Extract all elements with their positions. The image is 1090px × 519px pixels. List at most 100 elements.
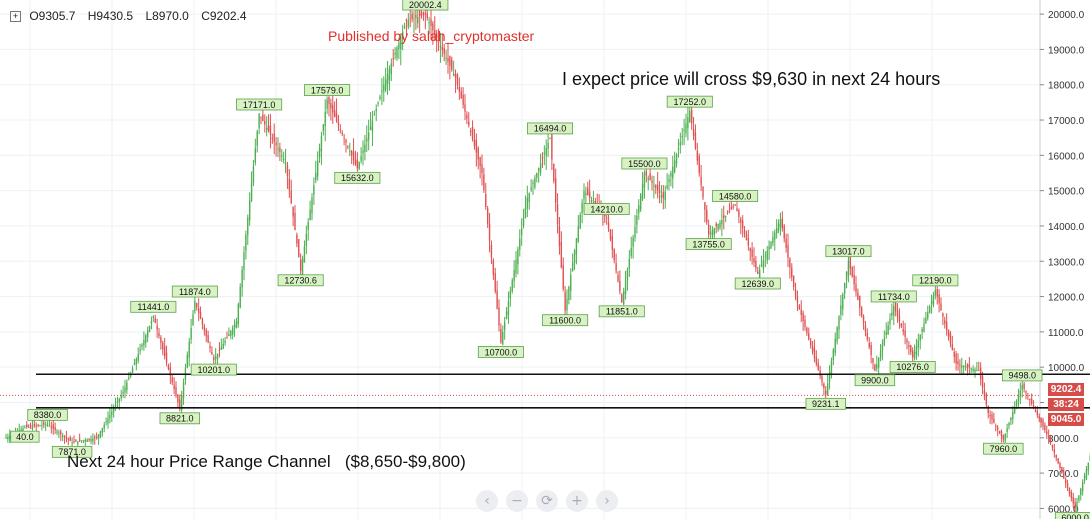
candle-body xyxy=(687,117,689,129)
candle-body xyxy=(82,440,85,442)
candle-body xyxy=(415,14,417,18)
candle-body xyxy=(511,280,513,292)
peak-label-box xyxy=(621,157,668,170)
candle-body xyxy=(928,306,931,313)
candle-body xyxy=(957,361,959,365)
candle-body xyxy=(978,369,980,371)
candle-body xyxy=(541,157,544,159)
candle-body xyxy=(649,173,651,181)
zoom-out-button[interactable]: − xyxy=(506,490,528,512)
candle-body xyxy=(379,96,381,99)
candle-body xyxy=(396,47,398,59)
candle-body xyxy=(615,263,617,271)
candle-body xyxy=(109,414,111,419)
candle-body xyxy=(400,37,402,50)
candle-body xyxy=(685,123,687,134)
candle-body xyxy=(260,116,262,118)
candle-body xyxy=(862,315,865,324)
candle-body xyxy=(713,228,716,235)
candle-body xyxy=(690,109,693,124)
peak-label: 16494.0 xyxy=(534,124,567,134)
peak-label-box xyxy=(334,171,381,184)
candle-body xyxy=(95,436,98,438)
candle-body xyxy=(634,226,636,238)
expand-icon[interactable]: + xyxy=(10,11,21,22)
candle-body xyxy=(791,267,793,278)
candle-body xyxy=(1064,479,1067,484)
candle-body xyxy=(388,68,391,81)
peak-label-box xyxy=(870,290,917,303)
candle-body xyxy=(160,337,162,343)
candle-body xyxy=(65,437,68,439)
candle-body xyxy=(469,130,472,133)
candle-body xyxy=(279,147,281,153)
peak-label: 14210.0 xyxy=(590,204,623,214)
candle-body xyxy=(239,286,241,308)
candle-body xyxy=(704,202,706,210)
candle-body xyxy=(265,127,268,131)
candle-body xyxy=(747,238,750,246)
candle-body xyxy=(1068,488,1071,494)
candle-body xyxy=(224,340,226,343)
candle-body xyxy=(128,377,130,380)
candle-body xyxy=(141,344,143,347)
candle-body xyxy=(702,186,704,198)
candle-body xyxy=(619,280,621,292)
prediction-annotation: I expect price will cross $9,630 in next… xyxy=(562,69,941,89)
candle-body xyxy=(247,217,249,236)
candle-body xyxy=(201,319,204,325)
candle-body xyxy=(9,435,11,440)
candle-body xyxy=(175,387,177,396)
scroll-right-button[interactable]: › xyxy=(596,490,618,512)
candle-body xyxy=(367,132,370,140)
candle-body xyxy=(33,424,36,427)
candle-body xyxy=(1059,463,1061,469)
candle-body xyxy=(381,90,383,93)
candle-body xyxy=(116,401,119,403)
peak-label-box xyxy=(825,245,872,258)
price-tick-label: 16000.0 xyxy=(1048,151,1085,162)
candle-body xyxy=(792,276,795,287)
candle-body xyxy=(333,110,336,117)
peak-label: 8380.0 xyxy=(34,410,62,420)
candle-body xyxy=(139,349,141,352)
candle-body xyxy=(177,395,179,403)
candle-body xyxy=(1000,431,1003,436)
candle-body xyxy=(760,264,763,267)
candle-body xyxy=(347,146,349,148)
candle-body xyxy=(490,245,493,258)
candle-body xyxy=(337,121,340,126)
scroll-left-button[interactable]: ‹ xyxy=(476,490,498,512)
candle-body xyxy=(775,228,778,234)
candle-body xyxy=(877,357,880,368)
candle-body xyxy=(163,346,166,356)
last-price-tag: 9202.4 xyxy=(1048,383,1084,396)
candle-body xyxy=(320,136,323,152)
candle-body xyxy=(1023,383,1025,389)
candle-body xyxy=(243,252,245,270)
peak-label-box xyxy=(912,274,959,287)
candle-body xyxy=(196,303,198,307)
candle-body xyxy=(502,332,504,345)
peak-label: 14580.0 xyxy=(719,191,752,201)
candle-body xyxy=(188,341,190,358)
candle-body xyxy=(749,247,751,252)
candle-body xyxy=(1070,491,1073,499)
zoom-in-button[interactable]: + xyxy=(566,490,588,512)
candle-body xyxy=(71,442,73,444)
candle-body xyxy=(1015,401,1018,406)
candle-body xyxy=(638,205,640,214)
candle-body xyxy=(1047,436,1050,438)
candle-body xyxy=(386,74,389,85)
candle-body xyxy=(636,215,638,225)
candle-body xyxy=(944,320,946,324)
candle-body xyxy=(940,303,942,310)
candle-body xyxy=(881,344,884,352)
candle-body xyxy=(919,334,921,341)
reset-button[interactable]: ⟳ xyxy=(536,490,558,512)
candle-body xyxy=(1029,398,1031,401)
candle-body xyxy=(434,29,436,34)
candle-body xyxy=(736,208,738,212)
candle-body xyxy=(180,395,183,410)
